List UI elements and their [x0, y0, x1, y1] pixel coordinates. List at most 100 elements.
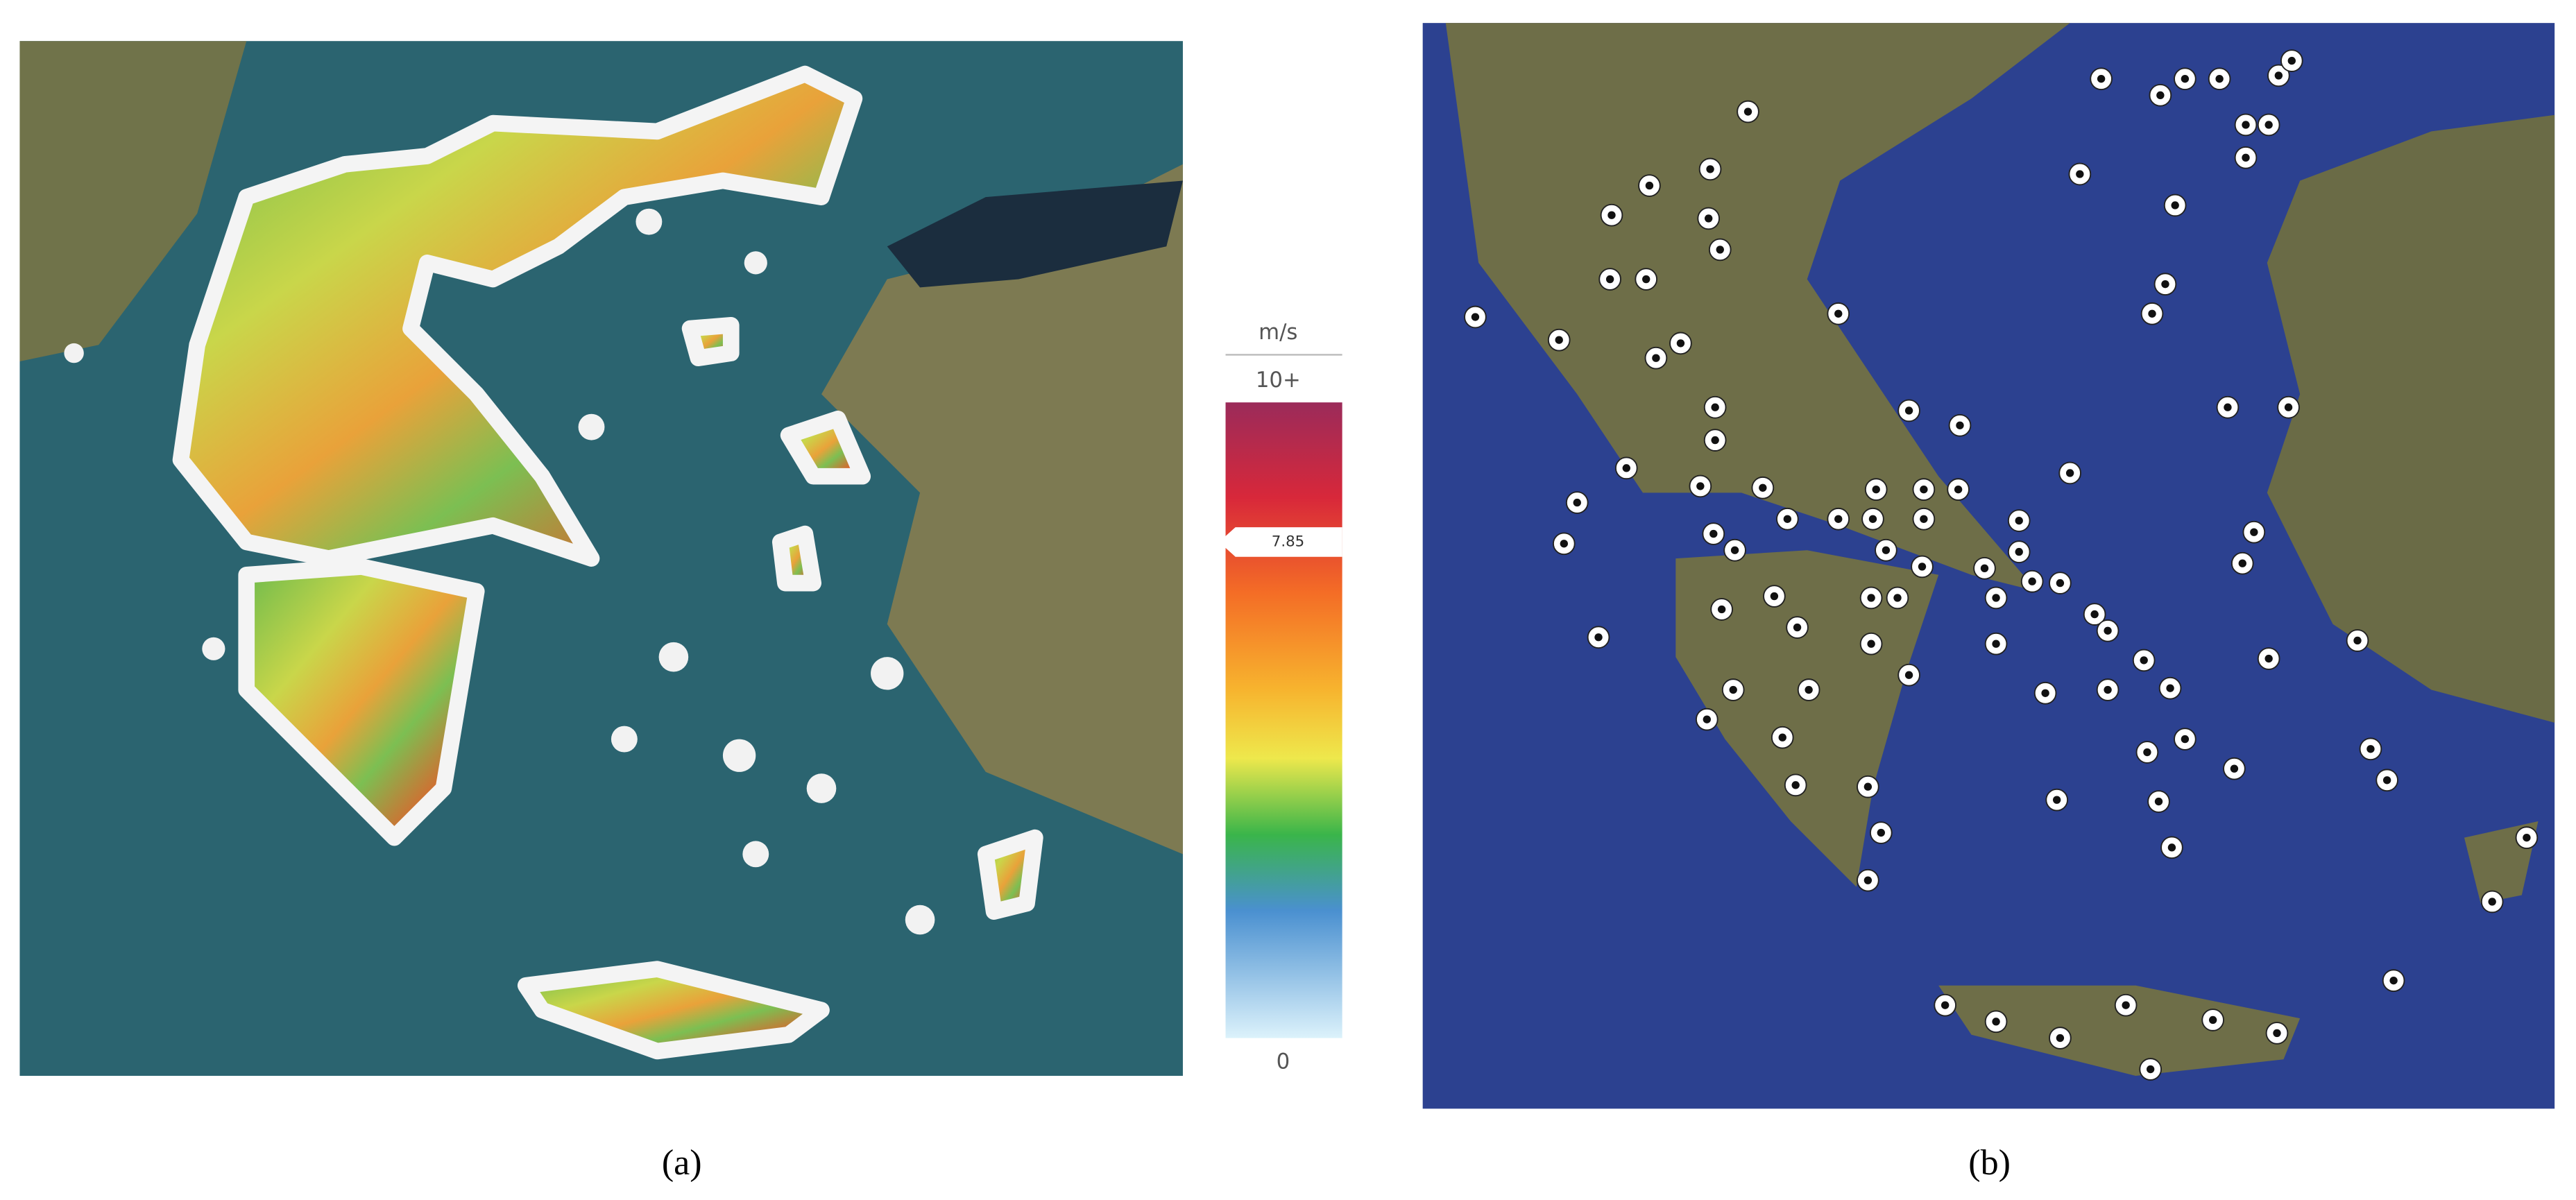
- station-center: [2056, 1034, 2065, 1043]
- station-center: [2238, 559, 2246, 567]
- station-center: [1703, 715, 1712, 723]
- station-center: [2143, 748, 2151, 757]
- station-center: [1605, 275, 1614, 284]
- station-center: [1805, 685, 1813, 694]
- station-center: [1642, 275, 1650, 284]
- station-center: [1778, 733, 1786, 742]
- station-center: [1705, 214, 1713, 223]
- station-center: [1676, 339, 1685, 348]
- station-center: [1893, 594, 1902, 602]
- legend-max: 10+: [1256, 368, 1301, 393]
- station-center: [2056, 578, 2065, 588]
- station-center: [2015, 516, 2023, 525]
- legend-marker: [1219, 527, 1342, 557]
- station-center: [1992, 1018, 2000, 1026]
- station-center: [2242, 121, 2250, 129]
- station-center: [2382, 776, 2391, 785]
- station-center: [2264, 121, 2273, 129]
- station-center: [2148, 309, 2156, 318]
- station-center: [2242, 153, 2250, 162]
- station-center: [1716, 246, 1724, 254]
- station-center: [2181, 735, 2190, 744]
- station-center: [1770, 592, 1779, 601]
- station-center: [1872, 485, 1880, 494]
- legend-unit: m/s: [1259, 320, 1297, 345]
- station-center: [2353, 636, 2362, 645]
- station-center: [2122, 1001, 2130, 1009]
- station-center: [1956, 421, 1964, 429]
- station-center: [1573, 498, 1581, 507]
- station-center: [1863, 876, 1873, 884]
- station-center: [1711, 403, 1719, 411]
- station-center: [2090, 610, 2099, 619]
- station-center: [1555, 336, 1563, 344]
- station-center: [1717, 605, 1726, 614]
- station-center: [1940, 1001, 1950, 1009]
- station-center: [1834, 515, 1843, 523]
- station-center: [1920, 515, 1928, 523]
- station-center: [2041, 689, 2049, 697]
- station-center: [1729, 685, 1737, 694]
- station-center: [1904, 406, 1913, 415]
- station-center: [2273, 1029, 2281, 1038]
- station-center: [1834, 309, 1843, 318]
- station-center: [2230, 764, 2239, 773]
- station-center: [1696, 482, 1705, 490]
- station-center: [2154, 797, 2163, 806]
- station-center: [2366, 745, 2375, 753]
- station-center: [1882, 546, 1891, 554]
- station-center: [2224, 403, 2232, 411]
- station-center: [2140, 656, 2148, 665]
- station-center: [1706, 165, 1714, 173]
- panel-a: m/s 10+ 7.85 0 (a): [19, 41, 1342, 1183]
- panel-b: (b): [1422, 23, 2555, 1183]
- station-center: [1622, 464, 1630, 472]
- station-center: [2097, 74, 2106, 83]
- station-center: [2167, 843, 2176, 852]
- land: [19, 41, 247, 361]
- station-center: [1868, 515, 1877, 523]
- station-center: [1607, 211, 1616, 219]
- station-center: [2015, 547, 2023, 556]
- station-center: [1867, 594, 1875, 602]
- station-center: [2065, 469, 2074, 477]
- station-center: [2208, 1015, 2217, 1025]
- land: [19, 41, 1183, 855]
- station-center: [1652, 354, 1660, 362]
- legend-min: 0: [1277, 1049, 1290, 1074]
- station-center: [1954, 485, 1963, 494]
- station-center: [1867, 640, 1875, 648]
- wind-map: [172, 65, 1043, 1060]
- station-center: [2181, 74, 2190, 83]
- station-center: [1783, 515, 1792, 523]
- station-center: [2523, 833, 2531, 842]
- station-center: [1594, 633, 1603, 642]
- station-center: [1863, 782, 1873, 791]
- station-center: [2171, 201, 2179, 209]
- station-center: [2287, 56, 2296, 65]
- station-center: [2053, 796, 2061, 804]
- islands: [64, 208, 935, 935]
- station-center: [1743, 108, 1752, 116]
- station-center: [1877, 828, 1886, 837]
- station-center: [1992, 594, 2000, 602]
- station-center: [2264, 654, 2273, 663]
- station-center: [1471, 313, 1480, 321]
- station-center: [1645, 181, 1654, 190]
- station-center: [1791, 781, 1800, 789]
- station-center: [1560, 540, 1568, 548]
- station-center: [2284, 403, 2293, 411]
- station-center: [2104, 626, 2112, 635]
- station-center: [1920, 485, 1928, 494]
- station-center: [1759, 483, 1767, 492]
- station-center: [2274, 71, 2283, 80]
- sea-of-marmara: [887, 180, 1183, 288]
- station-center: [2156, 91, 2165, 100]
- station-center: [1730, 546, 1739, 554]
- caption: (b): [1968, 1143, 2011, 1183]
- land: [1445, 23, 2555, 723]
- station-center: [1711, 436, 1719, 445]
- legend-marker-value: 7.85: [1272, 533, 1304, 550]
